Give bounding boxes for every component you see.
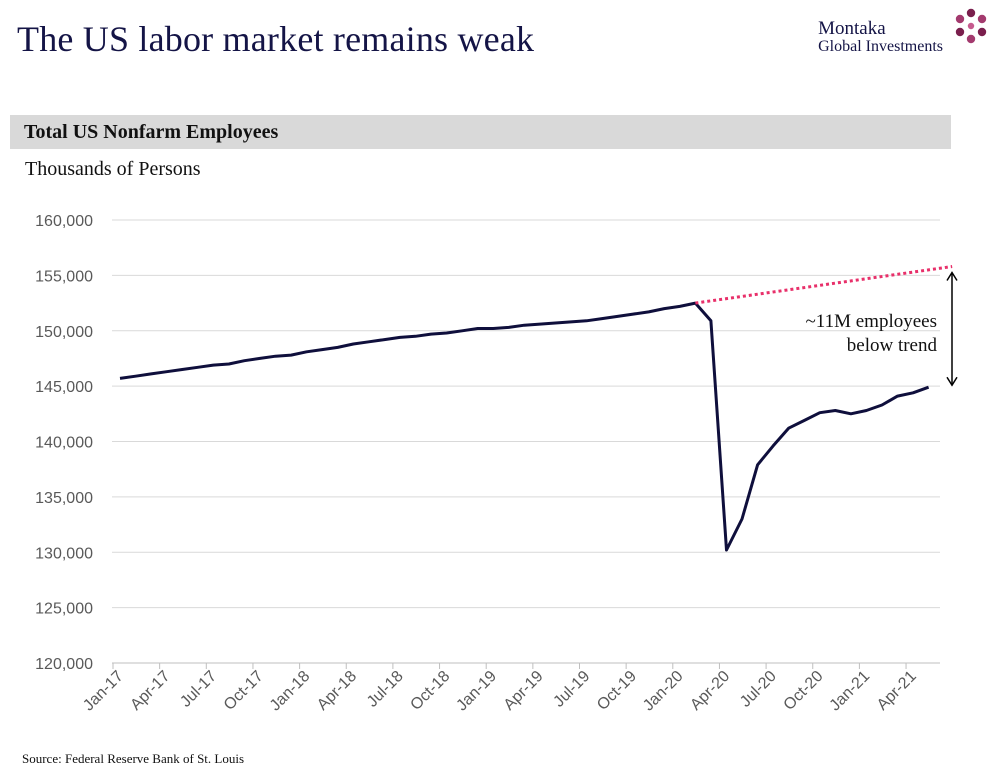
annotation-text-line1: ~11M employees [806,311,937,332]
x-axis: Jan-17 Apr-17 Jul-17 Oct-17 Jan-18 Apr-18 Jul-… [80,662,940,715]
annotation-text-line2: below trend [847,335,938,356]
x-tick-label: Apr-17 [127,668,173,714]
x-tick-label: Jan-17 [80,668,127,715]
x-tick-label: Jan-19 [453,668,500,715]
x-tick-label: Jan-20 [640,668,687,715]
section-header-bar: Total US Nonfarm Employees [10,115,951,149]
brand-line-1: Montaka [818,18,886,39]
y-tick-label: 135,000 [35,490,93,507]
x-tick-label: Oct-17 [221,668,267,714]
series-group [119,265,953,552]
brand-line-2: Global Investments [818,38,943,55]
y-axis-ticks: 120,000 125,000 130,000 135,000 140,000 145,0… [35,213,93,673]
y-tick-label: 125,000 [35,601,93,618]
x-tick-label: Jan-21 [827,668,874,715]
x-tick-label: Apr-21 [874,668,920,714]
x-tick-label: Apr-18 [314,668,360,714]
gridlines [112,219,940,609]
x-tick-label: Oct-19 [594,668,640,714]
employment-series-line [119,301,930,552]
x-tick-label: Jul-17 [177,668,220,711]
x-tick-label: Jan-18 [267,668,314,715]
chart-unit-label: Thousands of Persons [25,158,201,180]
y-tick-label: 160,000 [35,213,93,230]
source-note: Source: Federal Reserve Bank of St. Loui… [22,751,245,766]
x-tick-label: Jul-19 [550,668,593,711]
montaka-logo-icon [955,8,987,44]
section-title: Total US Nonfarm Employees [24,121,279,143]
x-tick-label: Oct-20 [781,668,827,714]
x-tick-label: Jul-18 [364,668,407,711]
x-tick-label: Oct-18 [407,668,453,714]
x-tick-label: Jul-20 [737,668,780,711]
x-tick-label: Apr-19 [501,668,547,714]
trend-dotted-line [695,265,953,305]
annotation-group: ~11M employees below trend [806,271,958,387]
y-tick-label: 150,000 [35,324,93,341]
brand-name: Montaka Global Investments [818,18,943,56]
x-tick-label: Apr-20 [687,668,733,714]
page-title: The US labor market remains weak [17,19,535,59]
arrow-down-icon [946,376,958,387]
y-tick-label: 130,000 [35,545,93,562]
y-tick-label: 145,000 [35,379,93,396]
y-tick-label: 120,000 [35,656,93,673]
arrow-up-icon [946,271,958,281]
y-tick-label: 155,000 [35,268,93,285]
y-tick-label: 140,000 [35,435,93,452]
